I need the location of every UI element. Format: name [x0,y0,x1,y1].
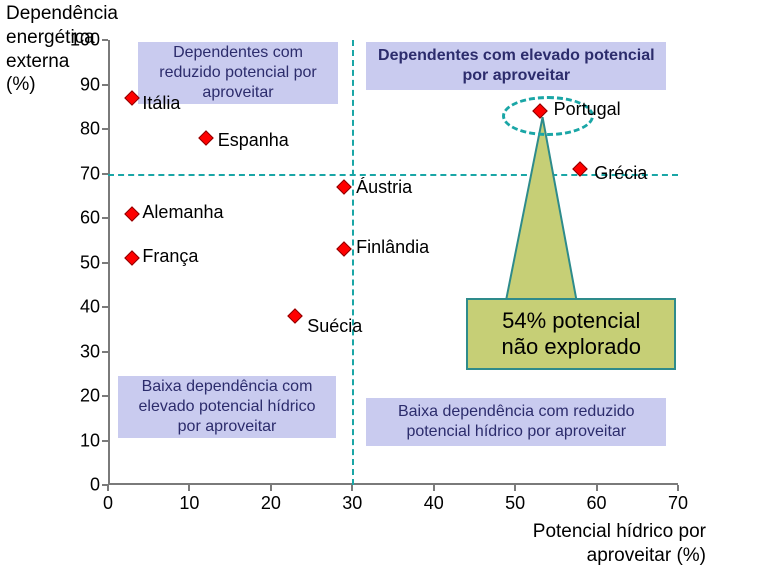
data-point-label: Suécia [307,316,362,337]
callout-text: 54% potencialnão explorado [502,308,641,361]
data-point-label: Grécia [594,163,647,184]
callout-box: 54% potencialnão explorado [466,298,676,370]
data-point-label: Itália [142,93,180,114]
data-point-label: Portugal [554,99,621,120]
data-point-label: Espanha [218,130,289,151]
callout-pointer [0,0,766,585]
data-point-label: Áustria [356,177,412,198]
data-point-label: França [142,246,198,267]
data-point-label: Alemanha [142,202,223,223]
scatter-chart: Dependência energética externa (%) Poten… [0,0,766,585]
data-point-label: Finlândia [356,237,429,258]
